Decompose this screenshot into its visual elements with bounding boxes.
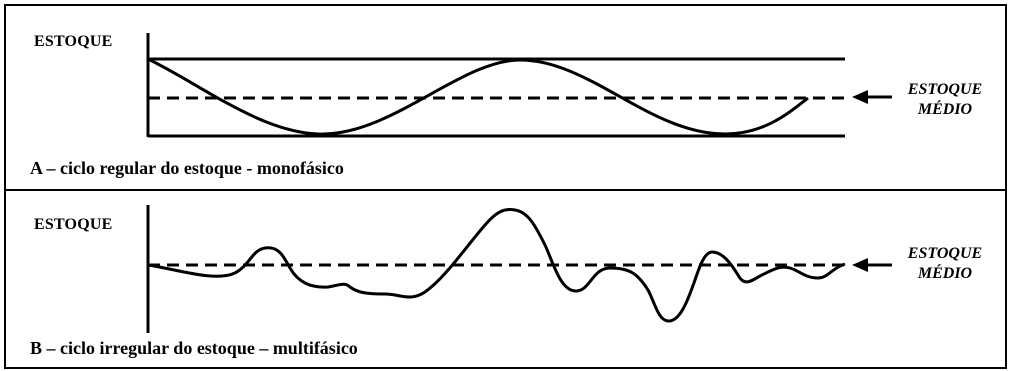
panel-b-average-arrow (852, 258, 892, 272)
panel-b-average-label: ESTOQUE MÉDIO (890, 244, 1000, 284)
panel-b-frame (4, 189, 1007, 369)
panel-b-stock-curve (147, 207, 846, 323)
panel-a-average-label-line1: ESTOQUE (907, 81, 983, 98)
panel-b-average-label-line2: MÉDIO (917, 265, 973, 282)
panel-a-average-label: ESTOQUE MÉDIO (890, 80, 1000, 120)
panel-a-average-arrow (852, 90, 892, 104)
panel-b-y-label: ESTOQUE (34, 216, 113, 233)
panel-b-caption: B – ciclo irregular do estoque – multifá… (30, 338, 358, 358)
panel-a-stock-curve (147, 57, 809, 136)
panel-a-y-label: ESTOQUE (34, 33, 113, 50)
panel-a-caption: A – ciclo regular do estoque - monofásic… (30, 158, 344, 178)
panel-a-average-label-line2: MÉDIO (917, 101, 973, 118)
panel-b-average-label-line1: ESTOQUE (907, 245, 983, 262)
